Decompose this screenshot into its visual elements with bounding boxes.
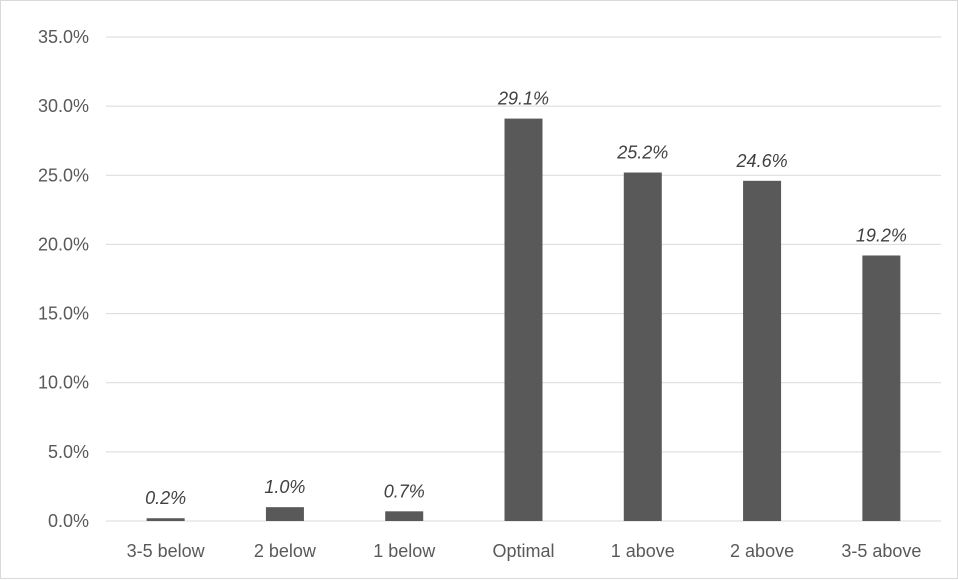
y-axis-tick-labels: 0.0% 5.0% 10.0% 15.0% 20.0% 25.0% 30.0% 35.0% (38, 27, 89, 531)
data-label: 24.6% (736, 151, 788, 171)
data-label: 0.2% (145, 488, 186, 508)
data-label: 25.2% (616, 143, 668, 163)
bar (862, 255, 901, 521)
data-label: 29.1% (497, 89, 549, 109)
x-tick-label: Optimal (492, 541, 554, 561)
x-tick-label: 2 below (254, 541, 317, 561)
x-tick-label: 1 above (611, 541, 675, 561)
x-tick-label: 3-5 below (127, 541, 206, 561)
data-label: 0.7% (384, 481, 425, 501)
data-label: 19.2% (856, 225, 907, 245)
data-label: 1.0% (264, 477, 305, 497)
y-tick-label: 35.0% (38, 27, 89, 47)
data-labels: 0.2% 1.0% 0.7% 29.1% 25.2% 24.6% 19.2% (145, 89, 907, 509)
x-axis-tick-labels: 3-5 below 2 below 1 below Optimal 1 above 2 a… (127, 541, 922, 561)
y-tick-label: 30.0% (38, 96, 89, 116)
bar (743, 180, 782, 521)
bar (504, 118, 543, 522)
x-tick-label: 3-5 above (841, 541, 921, 561)
y-tick-label: 20.0% (38, 234, 89, 254)
x-tick-label: 1 below (373, 541, 436, 561)
bar (146, 518, 185, 521)
x-tick-label: 2 above (730, 541, 794, 561)
y-tick-label: 5.0% (48, 442, 89, 462)
y-tick-label: 25.0% (38, 165, 89, 185)
y-tick-label: 10.0% (38, 373, 89, 393)
y-tick-label: 15.0% (38, 304, 89, 324)
y-tick-label: 0.0% (48, 511, 89, 531)
bar (623, 172, 662, 521)
bar (385, 511, 424, 521)
bar (265, 507, 304, 521)
bars (146, 118, 901, 522)
